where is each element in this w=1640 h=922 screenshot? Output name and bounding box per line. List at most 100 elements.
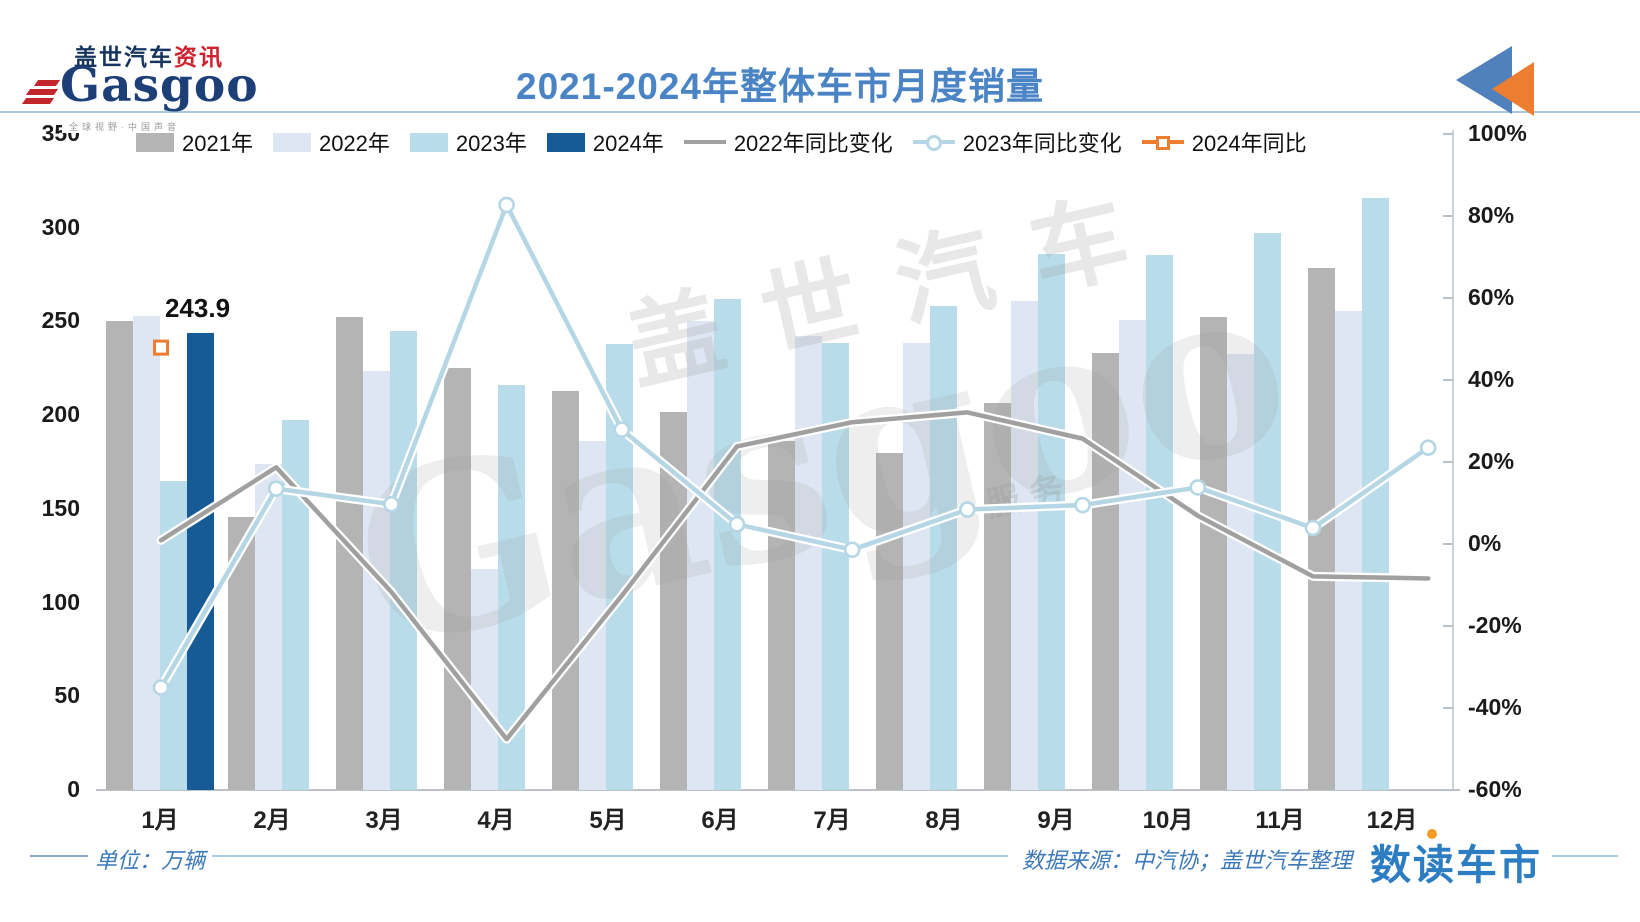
month-label: 6月 bbox=[701, 807, 739, 834]
right-axis-tick-mark bbox=[1443, 789, 1453, 791]
month-label: 8月 bbox=[925, 807, 963, 834]
left-axis-tick: 250 bbox=[41, 307, 80, 334]
bar-2022年-4月 bbox=[470, 568, 498, 790]
left-axis-tick: 0 bbox=[67, 776, 80, 802]
page-title: 2021-2024年整体车市月度销量 bbox=[516, 66, 1044, 107]
legend-swatch-icon bbox=[272, 132, 311, 152]
left-axis-tick: 100 bbox=[41, 588, 80, 615]
legend-label: 2023年同比变化 bbox=[962, 131, 1122, 156]
legend-item-2023年同比变化: 2023年同比变化 bbox=[912, 126, 1122, 158]
legend-item-2021年: 2021年 bbox=[136, 126, 253, 158]
line-2023年同比变化 bbox=[156, 200, 1433, 692]
left-axis-tick: 300 bbox=[41, 213, 80, 240]
marker-circle-2023年同比变化 bbox=[959, 501, 976, 518]
right-axis-tick: -60% bbox=[1468, 776, 1522, 802]
legend-item-2022年同比变化: 2022年同比变化 bbox=[683, 126, 893, 158]
header-divider bbox=[0, 111, 1640, 113]
gasgoo-tagline: 全球视野·中国声音 bbox=[62, 120, 187, 133]
right-axis-tick: -20% bbox=[1468, 612, 1522, 638]
bar-2022年-1月 bbox=[133, 315, 160, 790]
marker-circle-2023年同比变化 bbox=[843, 541, 861, 559]
marker-circle-2023年同比变化 bbox=[152, 679, 170, 696]
gasgoo-logo: 盖世汽车资讯 Gasgoo 全球视野·中国声音 bbox=[16, 24, 258, 133]
bar-2021年-1月 bbox=[106, 320, 133, 790]
bar-2023年-9月 bbox=[1037, 254, 1065, 790]
legend-label: 2022年 bbox=[318, 131, 390, 156]
bar-2021年-10月 bbox=[1091, 352, 1119, 790]
bar-2022年-11月 bbox=[1226, 353, 1254, 790]
marker-circle-2023年同比变化 bbox=[1189, 479, 1207, 496]
bar-2023年-3月 bbox=[389, 330, 417, 790]
bar-2021年-8月 bbox=[875, 452, 903, 790]
left-axis-tick: 50 bbox=[54, 682, 80, 709]
data-source-label: 数据来源：中汽协；盖世汽车整理 bbox=[1022, 848, 1353, 873]
month-label: 2月 bbox=[253, 807, 291, 834]
bar-2022年-12月 bbox=[1334, 310, 1362, 790]
bar-2021年-4月 bbox=[443, 367, 471, 790]
bar-2021年-5月 bbox=[551, 391, 579, 790]
marker-circle-2023年同比变化 bbox=[1419, 439, 1437, 456]
right-axis-tick-mark bbox=[1443, 543, 1453, 545]
marker-circle-2023年同比变化 bbox=[267, 480, 285, 497]
month-label: 12月 bbox=[1366, 807, 1418, 834]
legend-label: 2023年 bbox=[455, 131, 527, 156]
legend-item-2022年: 2022年 bbox=[272, 126, 390, 158]
right-axis-tick: 0% bbox=[1468, 530, 1502, 556]
legend-line-icon bbox=[1141, 133, 1184, 151]
bar-2023年-10月 bbox=[1145, 255, 1173, 790]
month-label: 9月 bbox=[1037, 807, 1075, 834]
left-axis-tick: 150 bbox=[41, 494, 80, 521]
bar-2024年-1月 bbox=[187, 332, 214, 790]
legend-item-2024年: 2024年 bbox=[546, 126, 664, 158]
marker-circle-2023年同比变化 bbox=[728, 516, 746, 533]
legend-line-icon bbox=[683, 133, 726, 151]
bar-2021年-7月 bbox=[767, 440, 795, 790]
marker-square-2024年同比 bbox=[153, 339, 169, 356]
gasgoo-logo-cn-suffix: 资讯 bbox=[174, 44, 224, 70]
line-2022年同比变化 bbox=[158, 410, 1431, 742]
marker-circle-2023年同比变化 bbox=[1304, 519, 1322, 537]
month-label: 7月 bbox=[813, 807, 851, 834]
month-label: 4月 bbox=[477, 807, 515, 834]
footer-rule-mid bbox=[212, 855, 1008, 857]
right-axis-tick: 100% bbox=[1468, 120, 1527, 146]
legend-line-icon bbox=[912, 133, 955, 151]
month-label: 1月 bbox=[141, 807, 179, 834]
legend-label: 2024年 bbox=[592, 131, 664, 156]
line-2022年同比变化 bbox=[156, 407, 1433, 744]
bar-2023年-6月 bbox=[713, 298, 741, 790]
legend-swatch-icon bbox=[409, 132, 448, 152]
footer-rule-right bbox=[1552, 855, 1618, 857]
right-axis-tick-mark bbox=[1443, 297, 1453, 299]
bar-2022年-7月 bbox=[794, 336, 822, 790]
unit-label: 单位：万辆 bbox=[95, 848, 206, 873]
right-axis-tick: -40% bbox=[1468, 694, 1522, 720]
legend-label: 2024年同比 bbox=[1191, 131, 1307, 156]
left-axis-tick: 200 bbox=[41, 401, 80, 428]
right-axis-tick-mark bbox=[1443, 133, 1453, 135]
right-axis-tick-mark bbox=[1443, 625, 1453, 627]
month-label: 10月 bbox=[1142, 807, 1194, 834]
legend-swatch-icon bbox=[136, 132, 174, 152]
right-axis-tick: 20% bbox=[1468, 448, 1515, 474]
right-axis-tick: 80% bbox=[1468, 202, 1515, 228]
footer-rule-left bbox=[30, 855, 88, 857]
shuduche-logo: 数读车市 bbox=[1370, 829, 1542, 891]
bar-2023年-8月 bbox=[929, 306, 957, 790]
gasgoo-wordmark: Gasgoo bbox=[60, 58, 259, 113]
right-axis-tick-mark bbox=[1443, 215, 1453, 217]
right-axis-line bbox=[1452, 130, 1454, 791]
marker-circle-2023年同比变化 bbox=[1074, 496, 1091, 514]
right-axis-tick-mark bbox=[1443, 379, 1453, 381]
right-axis-tick-mark bbox=[1443, 461, 1453, 463]
gasgoo-logo-cn: 盖世汽车资讯 bbox=[74, 44, 224, 70]
month-label: 3月 bbox=[365, 807, 403, 834]
bar-value-label: 243.9 bbox=[164, 292, 231, 323]
legend-swatch-icon bbox=[546, 132, 585, 152]
legend-label: 2022年同比变化 bbox=[733, 131, 893, 156]
right-axis-tick: 60% bbox=[1468, 284, 1515, 310]
month-label: 11月 bbox=[1255, 807, 1305, 834]
bar-2023年-7月 bbox=[821, 342, 849, 790]
